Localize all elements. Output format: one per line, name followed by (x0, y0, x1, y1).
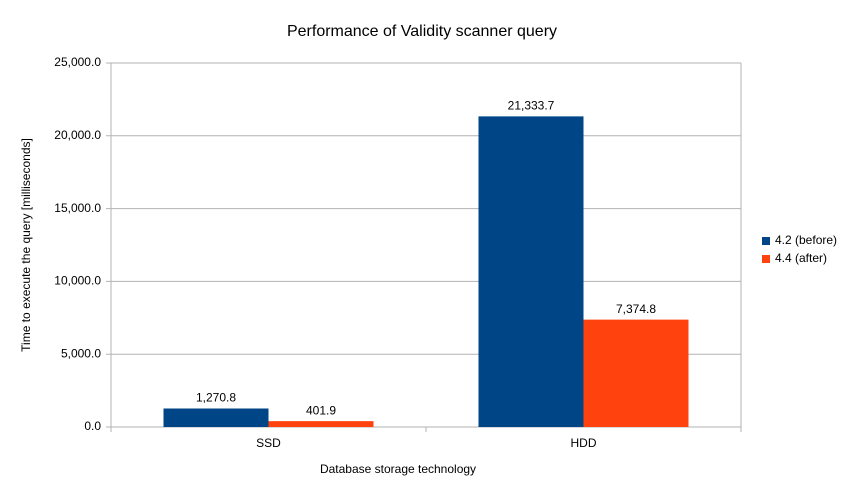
value-label: 401.9 (306, 403, 336, 417)
x-tick-label: SSD (256, 436, 281, 450)
y-tick-label: 0.0 (84, 419, 101, 433)
bar (268, 421, 374, 427)
y-tick-label: 25,000.0 (54, 55, 101, 69)
x-axis-label: Database storage technology (320, 462, 476, 476)
legend-label: 4.2 (before) (775, 233, 837, 247)
legend-label: 4.4 (after) (775, 251, 827, 265)
y-tick-label: 10,000.0 (54, 274, 101, 288)
bar (583, 319, 689, 427)
chart-title: Performance of Validity scanner query (287, 23, 557, 40)
y-tick-label: 5,000.0 (61, 346, 101, 360)
value-label: 1,270.8 (196, 391, 236, 405)
x-tick-label: HDD (571, 436, 597, 450)
bar (163, 408, 269, 427)
bar (478, 116, 584, 428)
legend-swatch (762, 255, 770, 263)
y-tick-label: 15,000.0 (54, 201, 101, 215)
y-axis-label: Time to execute the query [milliseconds] (19, 138, 33, 352)
value-label: 7,374.8 (616, 302, 656, 316)
value-label: 21,333.7 (508, 99, 555, 113)
y-tick-label: 20,000.0 (54, 128, 101, 142)
legend-swatch (762, 237, 770, 245)
